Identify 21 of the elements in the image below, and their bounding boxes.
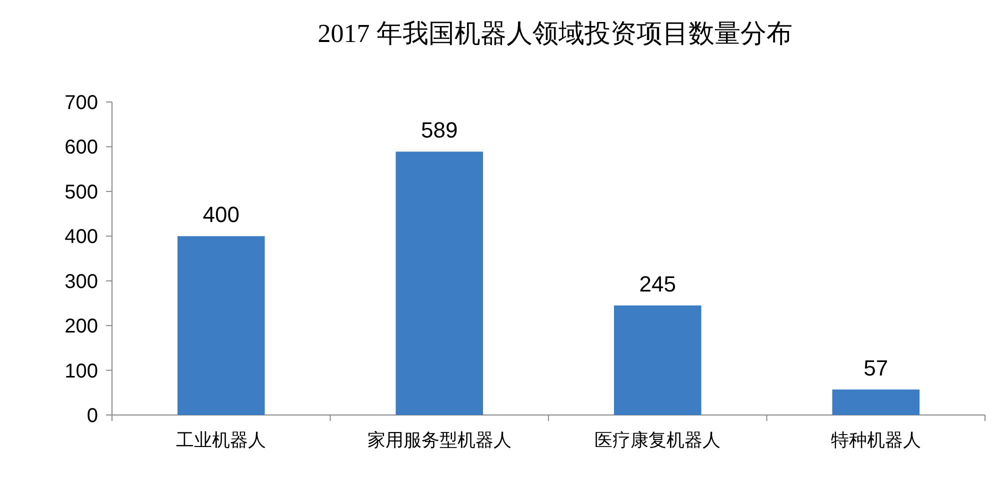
data-label: 400 (202, 202, 240, 228)
bar (832, 390, 920, 415)
x-tick-label: 医疗康复机器人 (594, 430, 721, 450)
y-tick-label: 500 (64, 181, 98, 204)
y-tick-label: 100 (64, 360, 98, 382)
y-tick-label: 700 (64, 92, 98, 114)
y-tick-label: 600 (64, 136, 98, 159)
x-tick-label: 家用服务型机器人 (367, 430, 512, 450)
bar (614, 305, 702, 415)
chart-title: 2017 年我国机器人领域投资项目数量分布 (318, 19, 792, 48)
y-tick-label: 200 (64, 316, 98, 338)
data-label: 589 (421, 118, 458, 143)
bar (396, 152, 484, 415)
y-tick-label: 300 (64, 270, 98, 293)
data-label: 57 (864, 356, 888, 381)
x-tick-label: 特种机器人 (830, 430, 921, 450)
bar (177, 236, 265, 415)
y-tick-label: 400 (64, 226, 98, 248)
x-tick-label: 工业机器人 (176, 430, 266, 450)
y-tick-label: 0 (86, 405, 98, 427)
data-label: 245 (639, 271, 676, 296)
